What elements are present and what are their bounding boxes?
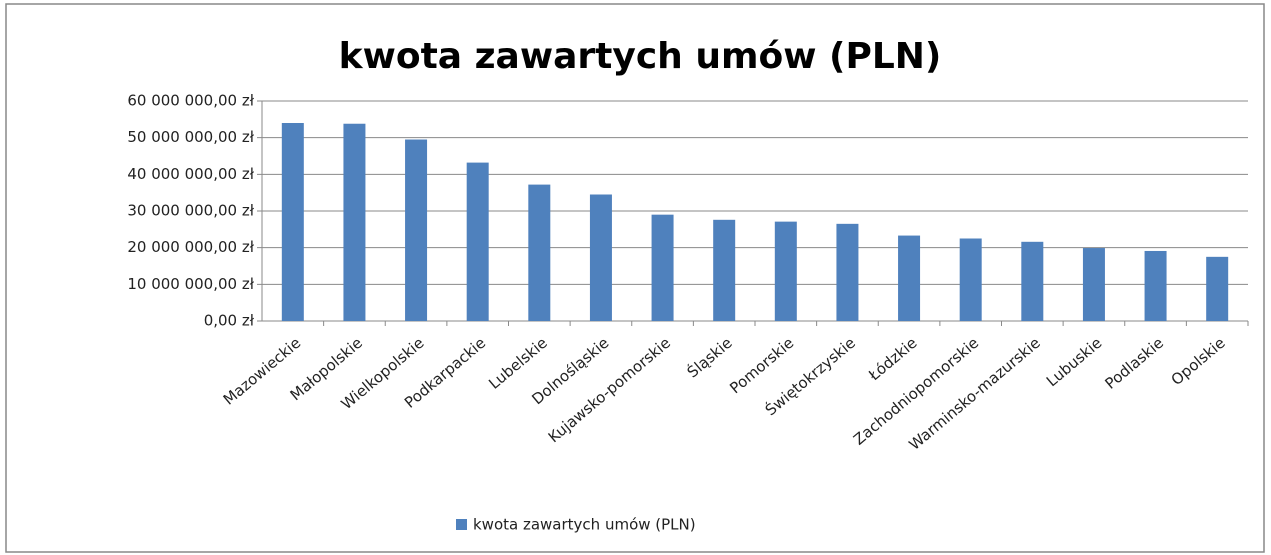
y-tick-label: 10 000 000,00 zł xyxy=(127,275,254,293)
bar xyxy=(466,162,489,321)
chart-title: kwota zawartych umów (PLN) xyxy=(339,36,942,77)
bar xyxy=(589,194,612,321)
bar xyxy=(774,221,797,321)
bar xyxy=(1082,248,1105,321)
bar xyxy=(1206,256,1229,321)
chart-frame xyxy=(5,3,1265,553)
y-tick-label: 40 000 000,00 zł xyxy=(127,165,254,183)
bar xyxy=(405,139,428,321)
bar xyxy=(836,223,859,321)
legend-swatch xyxy=(456,519,467,530)
y-tick-label: 0,00 zł xyxy=(204,312,255,330)
bar xyxy=(898,235,921,321)
legend-label: kwota zawartych umów (PLN) xyxy=(473,516,696,534)
y-tick-label: 60 000 000,00 zł xyxy=(127,92,254,110)
bar xyxy=(343,123,366,321)
bar xyxy=(651,214,674,321)
y-tick-label: 50 000 000,00 zł xyxy=(127,128,254,146)
bar xyxy=(528,184,551,321)
y-tick-label: 20 000 000,00 zł xyxy=(127,238,254,256)
bar xyxy=(1021,241,1044,321)
bar xyxy=(713,219,736,321)
y-tick-label: 30 000 000,00 zł xyxy=(127,202,254,220)
bar xyxy=(1144,250,1167,321)
bar xyxy=(281,123,304,321)
bar xyxy=(959,238,982,321)
